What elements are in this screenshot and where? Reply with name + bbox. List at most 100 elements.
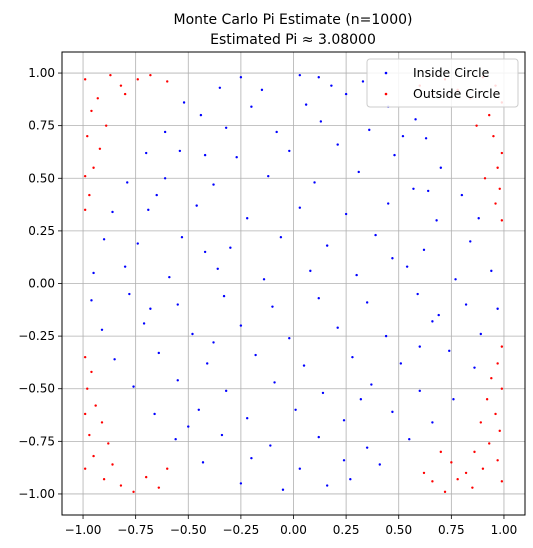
inside-point xyxy=(153,412,156,416)
inside-point xyxy=(464,303,468,306)
outside-point xyxy=(488,442,491,445)
inside-point xyxy=(180,236,184,239)
inside-point xyxy=(229,246,232,249)
inside-point xyxy=(163,130,167,134)
inside-point xyxy=(426,189,430,193)
inside-point xyxy=(336,326,339,329)
inside-point xyxy=(325,484,329,487)
outside-point xyxy=(500,387,504,390)
legend-label-outside: Outside Circle xyxy=(413,86,501,101)
outside-point xyxy=(439,450,443,454)
inside-point xyxy=(212,183,215,186)
inside-point xyxy=(132,385,135,388)
legend: Inside Circle Outside Circle xyxy=(366,58,519,108)
outside-point xyxy=(96,97,99,100)
outside-point xyxy=(473,450,476,454)
inside-point xyxy=(351,355,354,359)
outside-point xyxy=(166,467,169,470)
inside-point xyxy=(330,84,333,87)
inside-point xyxy=(452,398,455,401)
outside-point xyxy=(488,113,491,117)
inside-point xyxy=(239,324,243,327)
inside-point xyxy=(479,332,483,336)
inside-point xyxy=(212,341,215,344)
inside-point xyxy=(298,206,302,209)
outside-point xyxy=(494,412,497,416)
outside-point xyxy=(83,355,87,359)
y-tick-label: −1.00 xyxy=(18,487,55,501)
inside-point xyxy=(239,76,243,79)
y-tick-label: −0.50 xyxy=(18,382,55,396)
inside-point xyxy=(176,379,179,382)
inside-point xyxy=(288,337,291,340)
inside-point xyxy=(191,332,194,336)
outside-point xyxy=(90,370,93,374)
inside-point xyxy=(408,438,411,441)
inside-point xyxy=(203,250,207,254)
inside-point xyxy=(469,240,472,243)
inside-point xyxy=(224,389,228,393)
inside-point xyxy=(321,391,325,395)
inside-point xyxy=(384,334,388,338)
y-tick-label: 1.00 xyxy=(28,66,55,80)
inside-point xyxy=(416,292,419,296)
inside-point xyxy=(431,320,434,323)
inside-point xyxy=(246,217,249,220)
x-tick-label: −0.50 xyxy=(170,523,207,537)
x-tick-label: −0.75 xyxy=(117,523,154,537)
inside-point xyxy=(90,299,93,302)
inside-point xyxy=(176,303,179,306)
inside-point xyxy=(294,408,297,411)
inside-point xyxy=(174,438,177,441)
outside-point xyxy=(83,78,87,81)
outside-point xyxy=(86,387,89,390)
outside-point xyxy=(490,377,493,380)
inside-circle-points xyxy=(90,73,499,491)
outside-point xyxy=(92,166,95,169)
outside-point xyxy=(479,421,483,424)
x-tick-label: −1.00 xyxy=(65,523,102,537)
inside-point xyxy=(496,307,499,310)
outside-point xyxy=(494,202,497,205)
legend-marker-inside xyxy=(384,71,388,75)
inside-point xyxy=(344,92,348,96)
inside-point xyxy=(203,153,207,157)
outside-point xyxy=(157,486,161,489)
outside-point xyxy=(132,490,135,494)
inside-point xyxy=(401,134,405,138)
outside-point xyxy=(443,490,447,494)
inside-point xyxy=(224,126,228,129)
outside-point xyxy=(475,124,478,127)
outside-point xyxy=(83,412,87,416)
inside-point xyxy=(361,80,365,83)
inside-point xyxy=(100,328,104,331)
outside-point xyxy=(119,84,123,87)
inside-point xyxy=(317,435,320,439)
inside-point xyxy=(279,236,283,239)
inside-point xyxy=(431,421,434,424)
inside-point xyxy=(157,351,161,355)
outside-point xyxy=(456,478,459,481)
inside-point xyxy=(357,170,360,174)
inside-point xyxy=(206,362,209,365)
inside-point xyxy=(439,166,443,169)
inside-point xyxy=(448,349,451,353)
inside-point xyxy=(218,86,222,89)
inside-point xyxy=(149,307,152,310)
outside-point xyxy=(90,109,93,113)
outside-circle-points xyxy=(83,73,504,494)
outside-point xyxy=(422,471,426,475)
outside-point xyxy=(496,459,499,462)
inside-point xyxy=(260,88,264,92)
inside-point xyxy=(178,149,182,153)
outside-point xyxy=(86,134,89,138)
outside-point xyxy=(496,362,499,365)
inside-point xyxy=(317,297,320,300)
inside-point xyxy=(387,202,390,205)
inside-point xyxy=(325,244,329,247)
inside-point xyxy=(254,353,257,357)
outside-point xyxy=(500,151,504,155)
inside-point xyxy=(342,419,346,422)
inside-point xyxy=(313,181,316,184)
inside-point xyxy=(163,177,167,180)
